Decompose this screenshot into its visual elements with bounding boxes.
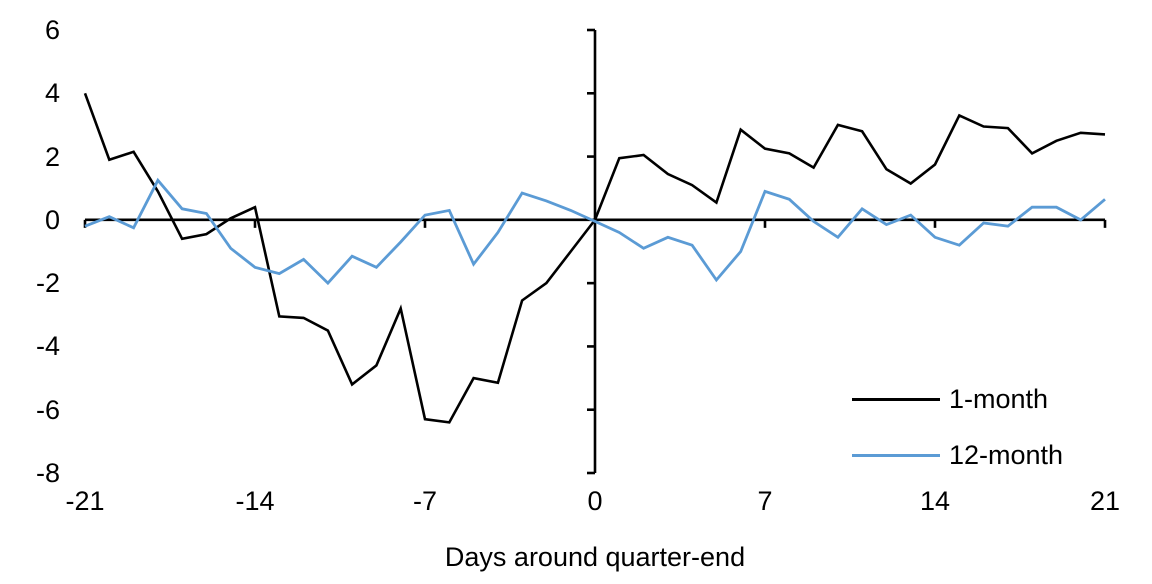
legend-line-sample-1-month — [852, 397, 940, 401]
legend-label-12-month: 12-month — [949, 440, 1064, 470]
y-axis-tick-label: -4 — [35, 331, 60, 362]
legend: 1-month 12-month — [852, 382, 1063, 494]
y-axis-tick-label: 6 — [44, 15, 60, 45]
x-axis-tick-label: -7 — [412, 486, 437, 516]
x-axis-tick-label: 14 — [919, 486, 951, 516]
x-axis-tick-label: 0 — [587, 486, 603, 516]
y-axis-tick-label: 0 — [44, 204, 60, 235]
x-axis-title: Days around quarter-end — [444, 542, 746, 572]
y-axis-tick-label: 2 — [44, 141, 60, 172]
y-axis-tick-label: -6 — [35, 394, 60, 425]
x-axis-tick-label: -21 — [65, 486, 105, 516]
x-axis-tick-label: -14 — [235, 486, 275, 516]
legend-item-12-month: 12-month — [852, 438, 1063, 472]
x-axis-tick-label: 7 — [757, 486, 773, 516]
y-axis-tick-label: 4 — [44, 78, 60, 109]
series-line-12-month — [84, 177, 1106, 286]
legend-line-sample-12-month — [852, 453, 940, 457]
y-axis-tick-label: -2 — [35, 268, 60, 299]
legend-item-1-month: 1-month — [852, 382, 1063, 416]
x-axis-tick-label: 21 — [1089, 486, 1121, 516]
y-axis-tick-label: -8 — [35, 458, 60, 488]
legend-label-1-month: 1-month — [949, 384, 1049, 414]
